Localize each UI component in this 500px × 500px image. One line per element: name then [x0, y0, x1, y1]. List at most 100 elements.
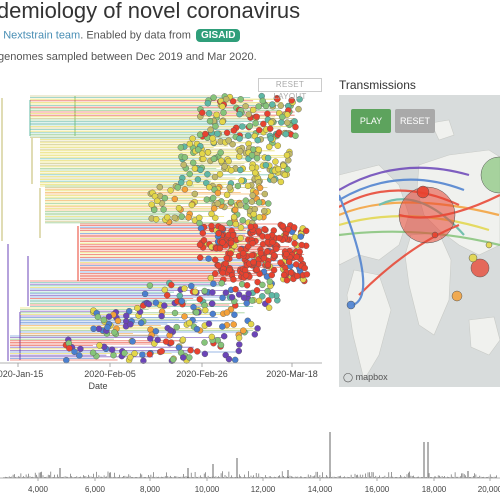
tip-node — [181, 186, 189, 193]
tip-node — [230, 321, 237, 328]
tip-node — [216, 245, 224, 252]
tip-node — [222, 260, 230, 267]
tip-node — [205, 255, 212, 262]
tip-node — [198, 150, 206, 157]
tip-node — [265, 304, 273, 311]
location-circle — [346, 300, 356, 310]
tip-node — [158, 348, 165, 355]
tip-node — [171, 195, 179, 203]
tip-node — [191, 288, 199, 296]
tip-node — [205, 320, 213, 327]
tip-node — [226, 266, 233, 274]
tip-node — [248, 252, 256, 259]
tip-node — [218, 279, 225, 287]
diversity-panel[interactable]: 4,000 6,000 8,000 10,000 12,000 14,000 16,000 1… — [0, 412, 500, 500]
tip-node — [200, 155, 207, 163]
tip-node — [210, 280, 217, 288]
tip-node — [208, 210, 215, 218]
tip-node — [209, 289, 216, 296]
tip-node — [202, 130, 209, 138]
tip-node — [283, 250, 290, 258]
tip-node — [202, 306, 209, 314]
mapbox-attribution[interactable]: ◯ mapbox — [343, 372, 388, 382]
tip-node — [194, 146, 202, 153]
tip-node — [213, 111, 220, 118]
reset-layout-button[interactable]: RESET LAYOUT — [258, 78, 322, 101]
entropy-x-axis: 4,000 6,000 8,000 10,000 12,000 14,000 16,000 1… — [0, 477, 500, 494]
tip-node — [261, 225, 268, 233]
tip-node — [266, 278, 273, 285]
tip-node — [196, 296, 204, 303]
tip-node — [293, 253, 300, 261]
tip-node — [291, 240, 298, 247]
tip-node — [191, 165, 199, 172]
tip-node — [137, 319, 145, 327]
tip-node — [220, 109, 227, 116]
tip-node — [303, 271, 311, 278]
tip-node — [283, 277, 291, 284]
map-canvas[interactable] — [339, 95, 500, 387]
tip-node — [237, 201, 244, 209]
tip-node — [287, 269, 295, 276]
tip-node — [255, 199, 263, 206]
tip-node — [280, 271, 288, 279]
tip-node — [156, 183, 164, 191]
transmission-line — [339, 194, 365, 307]
tip-node — [264, 233, 271, 241]
tip-node — [140, 357, 147, 364]
tip-node — [227, 239, 235, 247]
location-circle — [470, 258, 490, 278]
tip-node — [284, 119, 291, 126]
tip-node — [256, 213, 263, 221]
tip-node — [267, 119, 275, 126]
tip-node — [239, 123, 246, 130]
tip-node — [273, 245, 280, 253]
africa — [404, 232, 452, 336]
tip-node — [186, 354, 193, 361]
tip-node — [261, 207, 268, 215]
tip-node — [210, 205, 218, 212]
mapbox-label: mapbox — [355, 372, 388, 382]
tip-node — [104, 324, 111, 331]
tip-node — [292, 132, 299, 139]
tip-node — [161, 286, 169, 294]
tip-node — [160, 206, 167, 213]
tip-node — [208, 222, 215, 230]
tip-node — [225, 157, 232, 165]
tip-node — [206, 117, 214, 125]
tip-node — [204, 149, 212, 156]
tip-node — [259, 281, 266, 289]
tip-node — [204, 170, 211, 178]
tip-node — [173, 323, 180, 331]
tip-node — [265, 200, 272, 207]
tip-node — [105, 313, 113, 320]
tip-node — [229, 98, 237, 105]
phylogeny-tree[interactable]: 2020-Jan-15 2020-Feb-05 2020-Feb-26 2020-Ma… — [0, 76, 324, 406]
tip-node — [259, 97, 266, 105]
tip-node — [127, 354, 134, 361]
tip-node — [267, 125, 274, 132]
play-button[interactable]: PLAY — [351, 109, 391, 133]
tip-node — [253, 287, 261, 294]
entropy-tick-label: 8,000 — [140, 485, 161, 494]
x-tick-label: 2020-Jan-15 — [0, 369, 43, 379]
tip-node — [147, 335, 154, 342]
tip-node — [255, 103, 262, 110]
gisaid-logo[interactable]: GISAID — [195, 29, 241, 42]
tip-node — [208, 300, 216, 307]
map-reset-button[interactable]: RESET — [395, 109, 435, 133]
tip-node — [292, 123, 299, 131]
tip-node — [229, 140, 236, 148]
tip-node — [214, 200, 222, 207]
entropy-tick-label: 16,000 — [365, 485, 390, 494]
tip-node — [216, 170, 224, 178]
nextstrain-team-link[interactable]: Nextstrain team — [3, 29, 81, 42]
tip-node — [235, 347, 243, 355]
tip-node — [240, 327, 247, 334]
tip-node — [281, 171, 289, 179]
tip-node — [249, 106, 257, 114]
transmissions-map[interactable]: PLAY RESET ◯ mapbox — [339, 95, 500, 387]
page-title: idemiology of novel coronavirus — [0, 0, 301, 23]
tip-node — [264, 154, 272, 162]
tip-node — [301, 264, 308, 272]
